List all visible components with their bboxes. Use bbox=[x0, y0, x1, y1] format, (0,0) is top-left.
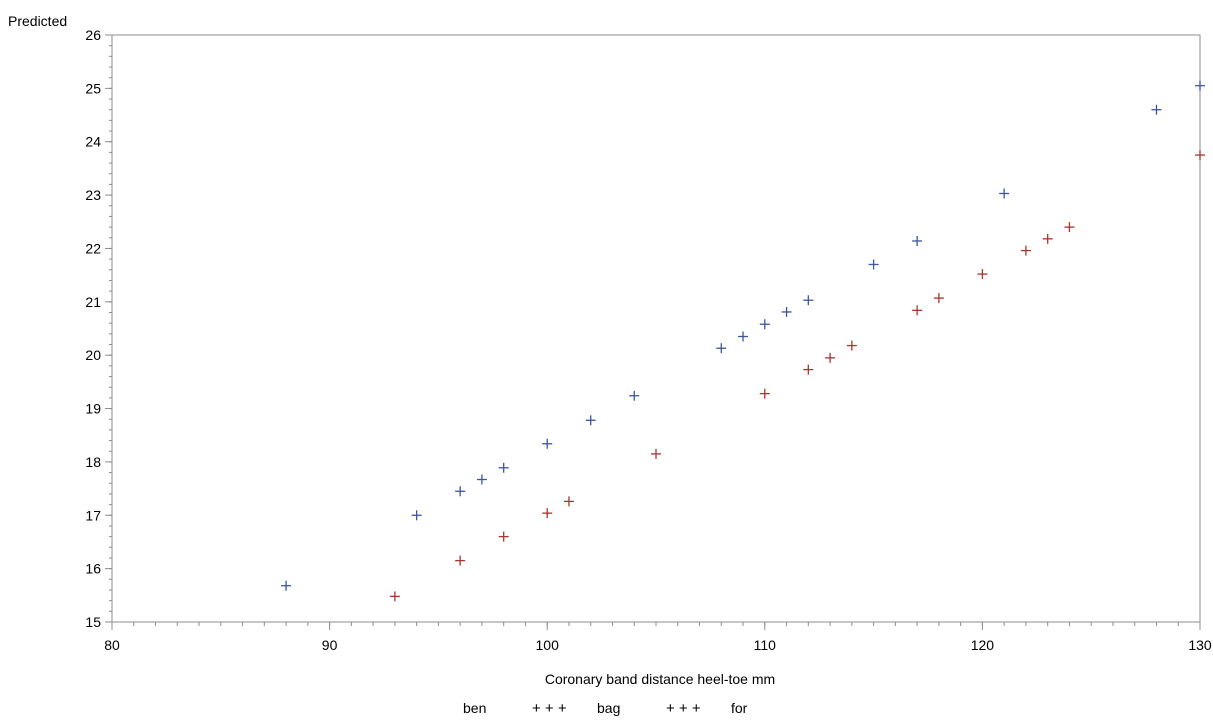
data-point-bag bbox=[476, 474, 487, 485]
data-point-bag bbox=[868, 259, 879, 270]
data-point-bag bbox=[999, 188, 1010, 199]
legend: ben + + + bag + + + for bbox=[463, 700, 748, 717]
y-tick-label: 19 bbox=[85, 401, 101, 417]
y-tick-label: 20 bbox=[85, 347, 101, 363]
plot-frame bbox=[111, 34, 1201, 623]
data-point-for bbox=[759, 388, 770, 399]
data-point-for bbox=[651, 448, 661, 459]
data-point-for bbox=[977, 269, 988, 280]
y-tick-label: 15 bbox=[85, 614, 101, 630]
y-tick-label: 18 bbox=[85, 454, 101, 470]
x-axis-label: Coronary band distance heel-toe mm bbox=[545, 671, 775, 687]
data-point-for bbox=[1020, 245, 1031, 256]
data-points bbox=[281, 80, 1205, 602]
y-tick-label: 21 bbox=[85, 294, 101, 310]
data-point-bag bbox=[411, 510, 422, 521]
y-tick-label: 23 bbox=[85, 187, 101, 203]
data-point-bag bbox=[498, 462, 509, 473]
data-point-bag bbox=[738, 331, 749, 342]
y-axis: 15 16 17 18 19 20 21 22 23 24 25 26 bbox=[85, 27, 112, 630]
y-tick-label: 24 bbox=[85, 134, 101, 150]
legend-symbol-for: + + + bbox=[666, 700, 701, 717]
y-tick-label: 16 bbox=[85, 561, 101, 577]
data-point-bag bbox=[716, 343, 727, 354]
legend-symbol-bag: + + + bbox=[532, 700, 567, 717]
data-point-for bbox=[1064, 222, 1075, 233]
data-point-bag bbox=[629, 390, 640, 401]
data-point-for bbox=[846, 340, 857, 351]
x-tick-label: 130 bbox=[1188, 637, 1212, 653]
data-point-bag bbox=[912, 235, 923, 246]
x-tick-label: 100 bbox=[536, 637, 560, 653]
data-point-for bbox=[563, 496, 574, 507]
data-point-for bbox=[389, 591, 400, 602]
data-point-for bbox=[455, 555, 466, 566]
x-tick-label: 80 bbox=[104, 637, 120, 653]
y-axis-label: Predicted bbox=[8, 13, 67, 29]
data-point-for bbox=[933, 293, 944, 304]
data-point-for bbox=[1195, 150, 1205, 161]
x-axis: 80 90 100 110 120 130 bbox=[104, 622, 1212, 653]
data-point-for bbox=[803, 364, 814, 375]
x-tick-label: 90 bbox=[322, 637, 338, 653]
data-point-bag bbox=[455, 486, 466, 497]
data-point-for bbox=[1042, 233, 1053, 244]
x-tick-label: 120 bbox=[971, 637, 995, 653]
data-point-for bbox=[912, 305, 923, 316]
y-tick-label: 22 bbox=[85, 240, 101, 256]
data-point-bag bbox=[281, 580, 292, 591]
data-point-for bbox=[498, 531, 509, 542]
y-tick-label: 25 bbox=[85, 80, 101, 96]
data-point-bag bbox=[781, 306, 792, 317]
y-tick-label: 17 bbox=[85, 507, 101, 523]
data-point-bag bbox=[1195, 80, 1205, 91]
legend-title: ben bbox=[463, 700, 486, 716]
data-point-bag bbox=[803, 295, 814, 306]
x-tick-label: 110 bbox=[754, 637, 777, 653]
data-point-for bbox=[825, 352, 836, 363]
data-point-bag bbox=[585, 415, 596, 426]
data-point-bag bbox=[542, 438, 553, 449]
legend-label-for: for bbox=[731, 700, 748, 716]
data-point-for bbox=[542, 508, 553, 519]
data-point-bag bbox=[1151, 104, 1162, 115]
legend-label-bag: bag bbox=[597, 700, 620, 716]
data-point-bag bbox=[759, 319, 770, 330]
y-tick-label: 26 bbox=[85, 27, 101, 43]
